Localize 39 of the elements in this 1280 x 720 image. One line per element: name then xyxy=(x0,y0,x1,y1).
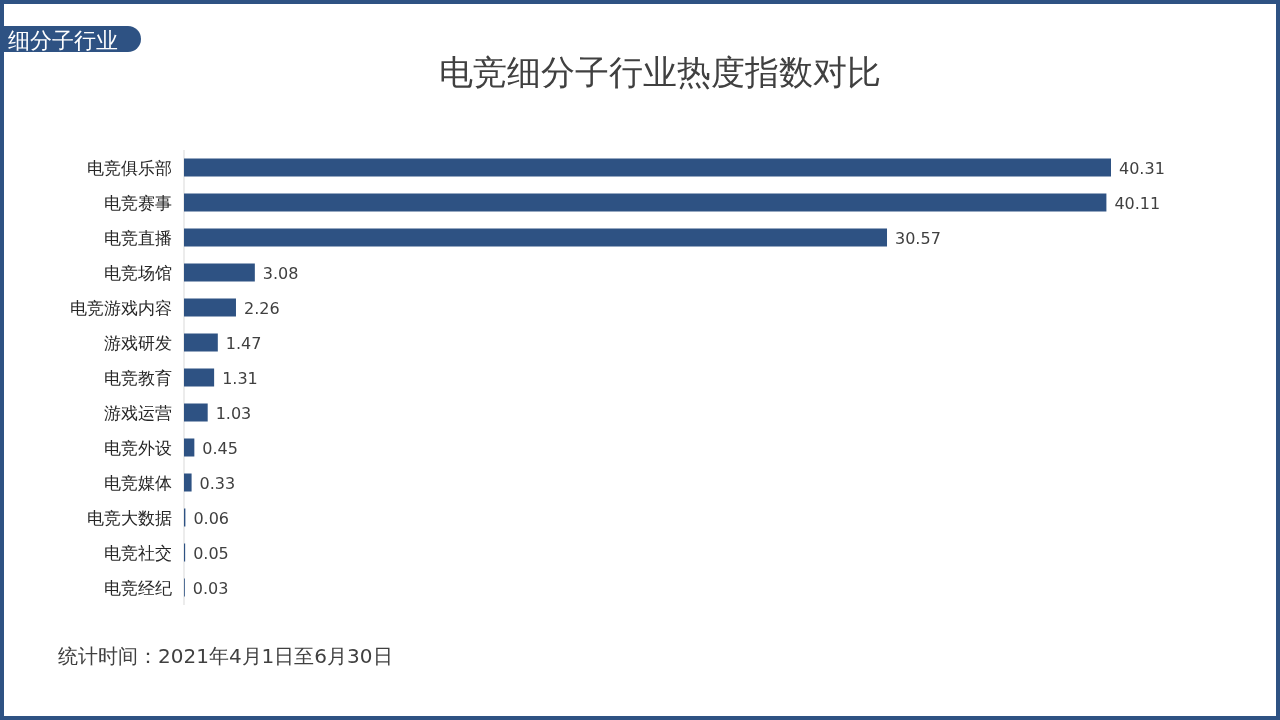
data-label: 0.03 xyxy=(192,578,229,598)
bar xyxy=(184,263,255,282)
y-tick-label: 电竞外设 xyxy=(104,437,172,458)
y-tick-label: 电竞赛事 xyxy=(104,192,172,213)
bar xyxy=(184,228,888,247)
data-label: 1.31 xyxy=(222,368,258,388)
bar xyxy=(184,193,1107,212)
y-tick-label: 电竞媒体 xyxy=(104,472,172,493)
y-tick-label: 电竞游戏内容 xyxy=(70,297,172,318)
y-tick-label: 电竞教育 xyxy=(104,367,172,388)
text: 细分子行业 xyxy=(8,28,118,53)
bar xyxy=(184,333,218,352)
data-label: 3.08 xyxy=(262,263,299,283)
data-label: 0.33 xyxy=(199,473,236,493)
data-label: 30.57 xyxy=(895,228,941,248)
y-tick-label: 电竞大数据 xyxy=(87,507,172,528)
chart-title: 电竞细分子行业热度指数对比 xyxy=(439,52,881,92)
bar xyxy=(184,473,192,492)
data-label: 0.45 xyxy=(202,438,238,458)
data-label: 2.26 xyxy=(243,298,280,318)
y-tick-label: 电竞社交 xyxy=(104,542,172,563)
y-tick-label: 电竞直播 xyxy=(104,227,172,248)
data-label: 0.05 xyxy=(193,543,229,563)
data-label: 1.03 xyxy=(215,403,252,423)
bar xyxy=(184,403,208,422)
bar xyxy=(184,368,215,387)
y-tick-label: 电竞场馆 xyxy=(104,262,172,283)
data-label: 40.11 xyxy=(1114,193,1161,213)
bar xyxy=(184,298,236,317)
data-label: 1.47 xyxy=(225,333,262,353)
y-tick-label: 电竞俱乐部 xyxy=(87,157,172,178)
bar xyxy=(184,438,195,457)
y-tick-label: 游戏运营 xyxy=(104,402,172,423)
y-tick-label: 电竞经纪 xyxy=(104,577,172,598)
y-tick-label: 游戏研发 xyxy=(104,332,172,353)
data-label: 0.06 xyxy=(193,508,229,528)
text: 统计时间：2021年4月1日至6月30日 xyxy=(58,644,393,668)
bar xyxy=(184,158,1111,177)
data-label: 40.31 xyxy=(1119,158,1165,178)
